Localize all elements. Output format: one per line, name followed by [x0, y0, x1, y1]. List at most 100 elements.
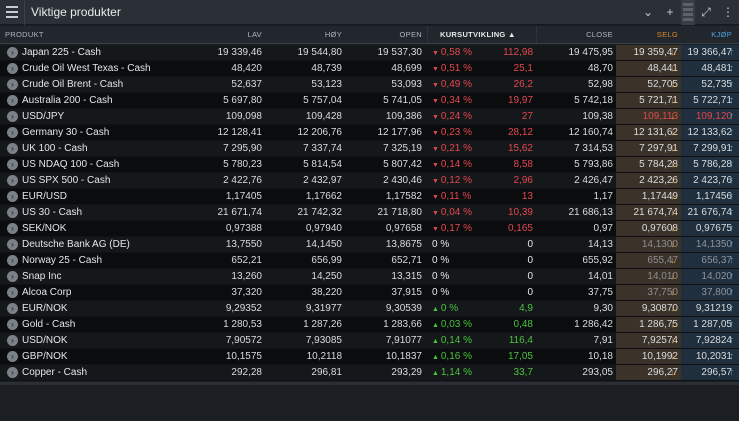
sell-cell-bg[interactable] — [616, 157, 681, 172]
buy-cell-bg[interactable] — [681, 333, 739, 348]
buy-cell-bg[interactable] — [681, 157, 739, 172]
sell-cell-bg[interactable] — [616, 125, 681, 140]
chevron-right-icon[interactable]: › — [7, 351, 18, 362]
buy-cell-bg[interactable] — [681, 141, 739, 156]
sell-cell-bg[interactable] — [616, 61, 681, 76]
chevron-right-icon[interactable]: › — [7, 47, 18, 58]
sell-cell-bg[interactable] — [616, 173, 681, 188]
hamburger-icon[interactable] — [0, 0, 25, 25]
chevron-right-icon[interactable]: › — [7, 255, 18, 266]
table-row[interactable]: › EUR/NOK 9,29352 9,31977 9,30539 ▲ 0 % 4,9 9,3… — [0, 301, 739, 317]
sell-cell-bg[interactable] — [616, 221, 681, 236]
chevron-right-icon[interactable]: › — [7, 287, 18, 298]
buy-cell-bg[interactable] — [681, 173, 739, 188]
buy-cell-bg[interactable] — [681, 109, 739, 124]
sell-cell-bg[interactable] — [616, 45, 681, 60]
chevron-right-icon[interactable]: › — [7, 127, 18, 138]
table-row[interactable]: › Germany 30 - Cash 12 128,41 12 206,76 12 1… — [0, 125, 739, 141]
sell-cell-bg[interactable] — [616, 237, 681, 252]
chevron-right-icon[interactable]: › — [7, 207, 18, 218]
table-row[interactable]: › Japan 225 - Cash 19 339,46 19 544,80 19 53… — [0, 45, 739, 61]
table-row[interactable]: › Crude Oil Brent - Cash 52,637 53,123 53,09… — [0, 77, 739, 93]
chevron-right-icon[interactable]: › — [7, 191, 18, 202]
column-header-low[interactable]: LAV — [247, 30, 262, 39]
table-row[interactable]: › GBP/NOK 10,1575 10,2118 10,1837 ▲ 0,16 % 17,… — [0, 349, 739, 365]
chevron-right-icon[interactable]: › — [7, 79, 18, 90]
sell-cell-bg[interactable] — [616, 317, 681, 332]
buy-cell-bg[interactable] — [681, 205, 739, 220]
table-row[interactable]: › US SPX 500 - Cash 2 422,76 2 432,97 2 430,… — [0, 173, 739, 189]
table-row[interactable]: › Crude Oil West Texas - Cash 48,420 48,739… — [0, 61, 739, 77]
table-row[interactable]: › EUR/USD 1,17405 1,17662 1,17582 ▼ 0,11 % 13 1… — [0, 189, 739, 205]
buy-cell-bg[interactable] — [681, 317, 739, 332]
chevron-right-icon[interactable]: › — [7, 319, 18, 330]
chevron-right-icon[interactable]: › — [7, 175, 18, 186]
sell-cell-bg[interactable] — [616, 253, 681, 268]
sell-cell-bg[interactable] — [616, 189, 681, 204]
column-header-product[interactable]: PRODUKT — [5, 30, 44, 39]
chevron-right-icon[interactable]: › — [7, 143, 18, 154]
buy-cell-bg[interactable] — [681, 221, 739, 236]
buy-cell-bg[interactable] — [681, 93, 739, 108]
table-row[interactable]: › Gold - Cash 1 280,53 1 287,26 1 283,66 ▲ 0,… — [0, 317, 739, 333]
column-header-change[interactable]: KURSUTVIKLING ▲ — [440, 30, 516, 39]
sell-cell-bg[interactable] — [616, 77, 681, 92]
table-row[interactable]: › Australia 200 - Cash 5 697,80 5 757,04 5 7… — [0, 93, 739, 109]
table-row[interactable]: › US 30 - Cash 21 671,74 21 742,32 21 718,80… — [0, 205, 739, 221]
buy-cell-bg[interactable] — [681, 349, 739, 364]
chevron-right-icon[interactable]: › — [7, 239, 18, 250]
sell-cell-bg[interactable] — [616, 269, 681, 284]
sell-cell-bg[interactable] — [616, 93, 681, 108]
buy-cell-bg[interactable] — [681, 269, 739, 284]
buy-cell-bg[interactable] — [681, 365, 739, 380]
table-row[interactable]: › Norway 25 - Cash 652,21 656,99 652,71 0 % 0 6… — [0, 253, 739, 269]
table-row[interactable]: › Copper - Cash 292,28 296,81 293,29 ▲ 1,14 %… — [0, 365, 739, 381]
buy-cell-bg[interactable] — [681, 253, 739, 268]
sell-cell-bg[interactable] — [616, 285, 681, 300]
sell-cell-bg[interactable] — [616, 141, 681, 156]
sell-cell-bg[interactable] — [616, 205, 681, 220]
chevron-down-icon[interactable]: ⌄ — [642, 5, 654, 19]
chevron-right-icon[interactable]: › — [7, 63, 18, 74]
table-row[interactable]: › Alcoa Corp 37,320 38,220 37,915 0 % 0 37,75 37… — [0, 285, 739, 301]
drag-handle[interactable] — [681, 0, 695, 25]
buy-cell-bg[interactable] — [681, 77, 739, 92]
expand-icon[interactable]: ⤢ — [701, 4, 711, 19]
column-header-high[interactable]: HØY — [324, 30, 342, 39]
column-header-open[interactable]: OPEN — [399, 30, 422, 39]
buy-cell-bg[interactable] — [681, 45, 739, 60]
table-row[interactable]: › USD/JPY 109,098 109,428 109,386 ▼ 0,24 % 27 1… — [0, 109, 739, 125]
table-row[interactable]: › UK 100 - Cash 7 295,90 7 337,74 7 325,19 ▼ … — [0, 141, 739, 157]
sell-cell-bg[interactable] — [616, 333, 681, 348]
column-header-sell[interactable]: SELG — [656, 30, 678, 39]
chevron-right-icon[interactable]: › — [7, 303, 18, 314]
sell-cell-bg[interactable] — [616, 301, 681, 316]
table-row[interactable]: › USD/NOK 7,90572 7,93085 7,91077 ▲ 0,14 % 116… — [0, 333, 739, 349]
close-value: 52,98 — [587, 79, 613, 90]
product-name: Gold - Cash — [22, 319, 76, 330]
chevron-right-icon[interactable]: › — [7, 335, 18, 346]
buy-cell-bg[interactable] — [681, 61, 739, 76]
chevron-right-icon[interactable]: › — [7, 223, 18, 234]
buy-cell-bg[interactable] — [681, 125, 739, 140]
plus-icon[interactable]: + — [666, 5, 674, 19]
sell-cell-bg[interactable] — [616, 349, 681, 364]
sell-cell-bg[interactable] — [616, 109, 681, 124]
chevron-right-icon[interactable]: › — [7, 111, 18, 122]
chevron-right-icon[interactable]: › — [7, 95, 18, 106]
table-row[interactable]: › Snap Inc 13,260 14,250 13,315 0 % 0 14,01 14,0… — [0, 269, 739, 285]
more-icon[interactable]: ⋮ — [722, 5, 734, 19]
sell-cell-bg[interactable] — [616, 365, 681, 380]
chevron-right-icon[interactable]: › — [7, 159, 18, 170]
column-header-close[interactable]: CLOSE — [586, 30, 613, 39]
table-row[interactable]: › US NDAQ 100 - Cash 5 780,23 5 814,54 5 807… — [0, 157, 739, 173]
buy-cell-bg[interactable] — [681, 237, 739, 252]
buy-cell-bg[interactable] — [681, 301, 739, 316]
chevron-right-icon[interactable]: › — [7, 367, 18, 378]
column-header-buy[interactable]: KJØP — [711, 30, 732, 39]
buy-cell-bg[interactable] — [681, 285, 739, 300]
buy-cell-bg[interactable] — [681, 189, 739, 204]
chevron-right-icon[interactable]: › — [7, 271, 18, 282]
table-row[interactable]: › SEK/NOK 0,97388 0,97940 0,97658 ▼ 0,17 % 0,1… — [0, 221, 739, 237]
table-row[interactable]: › Deutsche Bank AG (DE) 13,7550 14,1450 13,8… — [0, 237, 739, 253]
